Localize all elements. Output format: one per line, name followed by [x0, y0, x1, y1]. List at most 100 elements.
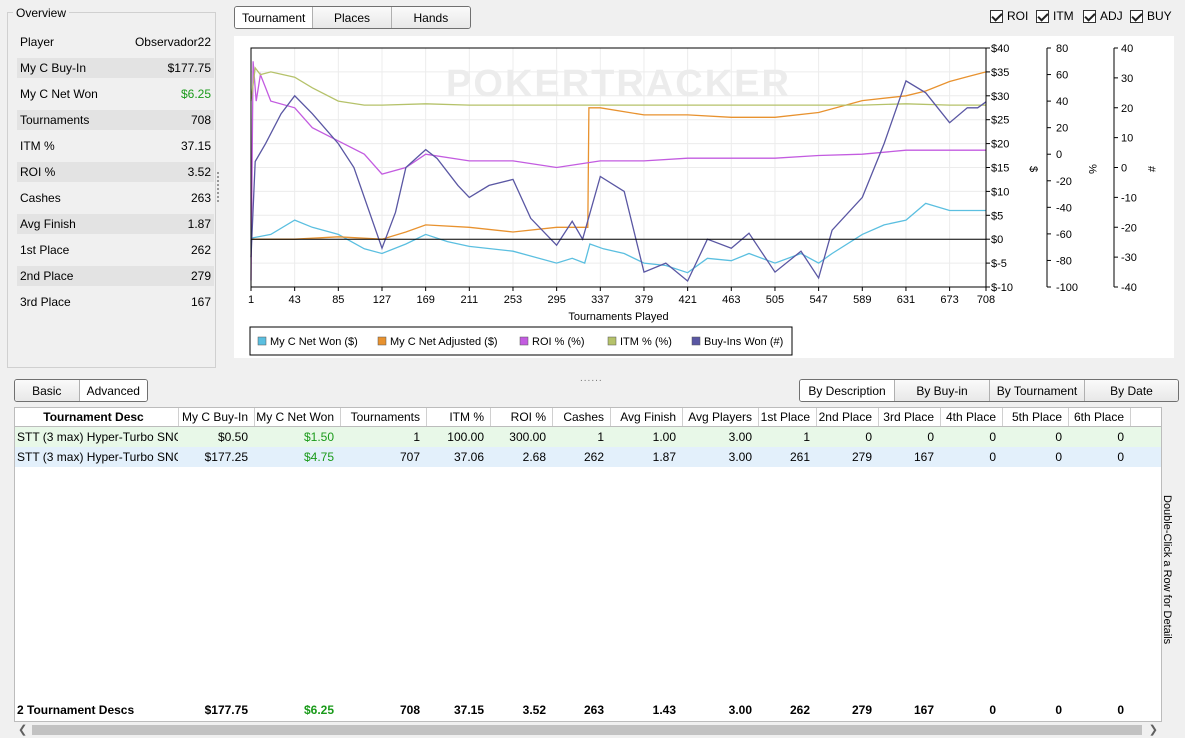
y-tick-label: $15 [991, 163, 1009, 175]
x-tick-label: 337 [591, 294, 609, 306]
column-header[interactable]: Tournament Desc [15, 408, 179, 426]
overview-row-value: 37.15 [180, 139, 211, 153]
column-header[interactable]: ITM % [427, 408, 491, 426]
table-cell: 1.00 [652, 430, 676, 444]
column-header[interactable]: 3rd Place [879, 408, 941, 426]
column-header[interactable]: 4th Place [941, 408, 1003, 426]
y-tick-label: -20 [1056, 176, 1072, 188]
table-header: Tournament Desc My C Buy-In My C Net Won To… [15, 408, 1161, 427]
table-footer: 2 Tournament Descs $177.75 $6.25 708 37.15 3.… [15, 701, 1161, 719]
footer-cell: 37.15 [453, 703, 484, 717]
overview-row: 3rd Place 167 [17, 289, 214, 315]
y-tick-label: -30 [1121, 252, 1137, 264]
column-header[interactable]: My C Buy-In [179, 408, 255, 426]
overview-row: My C Buy-In $177.75 [17, 58, 214, 78]
column-header[interactable]: 2nd Place [817, 408, 879, 426]
toggle-buy[interactable]: BUY [1130, 9, 1172, 23]
table-row[interactable]: STT (3 max) Hyper-Turbo SNG $177.25 $4.75 7… [15, 447, 1161, 467]
overview-row: ITM % 37.15 [17, 133, 214, 159]
checkbox-checked-icon[interactable] [1083, 9, 1096, 23]
toggle-adj[interactable]: ADJ [1083, 9, 1123, 23]
x-tick-label: 85 [332, 294, 344, 306]
panel-splitter[interactable] [217, 172, 219, 202]
toggle-roi[interactable]: ROI [990, 9, 1028, 23]
scroll-right-icon[interactable]: ❯ [1148, 724, 1158, 736]
table-row[interactable]: STT (3 max) Hyper-Turbo SNG $0.50 $1.50 1 10… [15, 427, 1161, 447]
table-cell: 0 [1117, 430, 1124, 444]
x-tick-label: 211 [461, 294, 479, 306]
y-tick-label: 20 [1056, 123, 1068, 135]
table-cell: 1.87 [652, 450, 676, 464]
footer-cell: 3.52 [522, 703, 546, 717]
column-header[interactable]: Avg Players [683, 408, 759, 426]
tab-by-buyin[interactable]: By Buy-in [895, 380, 990, 401]
overview-row: Cashes 263 [17, 185, 214, 211]
x-tick-label: 547 [809, 294, 827, 306]
tab-places[interactable]: Places [313, 7, 392, 28]
checkbox-checked-icon[interactable] [1036, 9, 1049, 23]
toggle-itm-label: ITM [1053, 9, 1074, 23]
overview-row-label: Player [20, 35, 55, 49]
toggle-buy-label: BUY [1147, 9, 1172, 23]
x-tick-label: 253 [504, 294, 522, 306]
column-header[interactable]: My C Net Won [255, 408, 341, 426]
x-axis-label: Tournaments Played [568, 311, 668, 323]
tab-advanced[interactable]: Advanced [79, 380, 147, 401]
overview-row: Tournaments 708 [17, 110, 214, 130]
horizontal-splitter[interactable]: ...... [580, 373, 603, 384]
legend-swatch [377, 336, 387, 346]
y-tick-label: 60 [1056, 70, 1068, 82]
view-tabs: Basic Advanced [14, 379, 148, 402]
checkbox-checked-icon[interactable] [990, 9, 1003, 23]
legend-swatch [519, 336, 529, 346]
horizontal-scrollbar[interactable]: ❮ ❯ [14, 722, 1162, 738]
column-header[interactable]: Avg Finish [611, 408, 683, 426]
column-header[interactable]: Tournaments [341, 408, 427, 426]
legend-label: My C Net Adjusted ($) [390, 336, 498, 348]
footer-cell: 1.43 [652, 703, 676, 717]
overview-row-value: 1.87 [187, 217, 211, 231]
y-tick-label: -20 [1121, 222, 1137, 234]
overview-row-value: Observador22 [134, 35, 211, 49]
overview-row-value: 263 [190, 191, 211, 205]
tab-by-description[interactable]: By Description [800, 380, 895, 401]
footer-cell: $6.25 [303, 703, 334, 717]
tab-tournament[interactable]: Tournament [235, 7, 314, 28]
tab-basic[interactable]: Basic [15, 380, 80, 401]
overview-row-value: $6.25 [180, 87, 211, 101]
y-tick-label: -80 [1056, 255, 1072, 267]
column-header[interactable]: 1st Place [759, 408, 817, 426]
y-tick-label: -100 [1056, 282, 1078, 294]
toggle-itm[interactable]: ITM [1036, 9, 1074, 23]
scroll-thumb[interactable] [32, 725, 1142, 735]
column-header[interactable]: Cashes [553, 408, 611, 426]
overview-row: Avg Finish 1.87 [17, 214, 214, 234]
y-tick-label: -40 [1056, 202, 1072, 214]
x-tick-label: 421 [678, 294, 696, 306]
table-cell: 0 [927, 430, 934, 444]
footer-cell: 262 [789, 703, 810, 717]
table-cell: 0 [1055, 450, 1062, 464]
group-tabs: By Description By Buy-in By Tournament B… [799, 379, 1179, 402]
tab-by-date[interactable]: By Date [1085, 380, 1178, 401]
y-tick-label: 30 [1121, 73, 1133, 85]
tab-hands[interactable]: Hands [391, 7, 470, 28]
y-tick-label: 20 [1121, 103, 1133, 115]
overview-row: 2nd Place 279 [17, 266, 214, 286]
x-tick-label: 43 [289, 294, 301, 306]
table-cell: 0 [989, 450, 996, 464]
overview-row-value: 279 [190, 269, 211, 283]
column-header[interactable]: 6th Place [1069, 408, 1131, 426]
y-tick-label: $-10 [991, 282, 1013, 294]
table-cell: $1.50 [303, 430, 334, 444]
table-cell: 1 [413, 430, 420, 444]
checkbox-checked-icon[interactable] [1130, 9, 1143, 23]
table-cell: 3.00 [728, 450, 752, 464]
scroll-left-icon[interactable]: ❮ [18, 724, 28, 736]
column-header[interactable]: ROI % [491, 408, 553, 426]
tab-by-tournament[interactable]: By Tournament [990, 380, 1085, 401]
table-cell: 0 [865, 430, 872, 444]
y-tick-label: 0 [1121, 163, 1127, 175]
column-header[interactable]: 5th Place [1003, 408, 1069, 426]
table-cell: 707 [399, 450, 420, 464]
